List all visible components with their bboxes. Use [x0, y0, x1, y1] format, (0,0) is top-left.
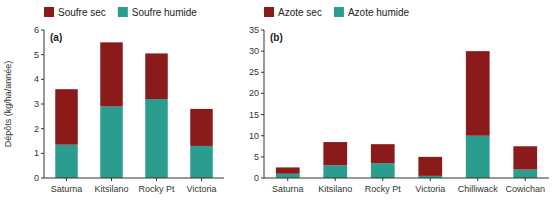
x-tick	[66, 178, 67, 181]
y-tick-label: 6	[34, 25, 39, 35]
y-tick	[41, 128, 44, 129]
x-tick-label: Chilliwack	[458, 184, 499, 194]
x-tick	[111, 178, 112, 181]
bar	[323, 165, 347, 178]
y-tick	[41, 54, 44, 55]
y-tick-label: 5	[34, 50, 39, 60]
legend-swatch	[334, 7, 344, 17]
x-tick	[156, 178, 157, 181]
x-tick	[477, 178, 478, 181]
y-tick	[261, 156, 264, 157]
y-tick	[41, 153, 44, 154]
bar	[276, 167, 300, 173]
x-axis	[44, 178, 224, 179]
x-tick-label: Saturna	[51, 184, 83, 194]
y-tick	[41, 104, 44, 105]
x-tick-label: Rocky Pt	[365, 184, 402, 194]
bar	[466, 136, 490, 178]
y-tick	[261, 72, 264, 73]
bar	[145, 99, 168, 178]
y-tick	[41, 30, 44, 31]
y-tick-label: 25	[249, 67, 259, 77]
bar	[100, 42, 123, 106]
bar	[371, 144, 395, 163]
chart-container: 0 1 2 3 4 5 6 Saturna Kitsilano Rocky Pt Victoria D…	[0, 0, 555, 209]
y-tick-label: 35	[249, 25, 259, 35]
y-tick	[261, 178, 264, 179]
bar	[466, 51, 490, 136]
x-tick	[430, 178, 431, 181]
x-axis	[264, 178, 549, 179]
bar	[323, 142, 347, 165]
legend-label: Soufre humide	[132, 7, 197, 18]
y-tick-label: 20	[249, 88, 259, 98]
bar	[190, 146, 213, 178]
y-tick	[41, 79, 44, 80]
x-tick-label: Rocky Pt	[138, 184, 175, 194]
y-tick-label: 30	[249, 46, 259, 56]
bars	[55, 42, 213, 178]
y-tick	[261, 135, 264, 136]
bar	[513, 170, 537, 178]
x-tick-label: Cowichan	[505, 184, 545, 194]
legend-swatch	[264, 7, 274, 17]
y-tick-label: 15	[249, 110, 259, 120]
legend-label: Azote humide	[348, 7, 410, 18]
panel-title: (b)	[270, 32, 283, 43]
y-axis	[264, 30, 265, 178]
bar	[55, 89, 78, 145]
x-tick-label: Saturna	[272, 184, 304, 194]
x-tick-label: Victoria	[187, 184, 217, 194]
x-tick	[201, 178, 202, 181]
y-tick-label: 4	[34, 74, 39, 84]
bar	[276, 174, 300, 178]
bar	[190, 109, 213, 146]
y-tick-label: 0	[254, 173, 259, 183]
y-tick-label: 10	[249, 131, 259, 141]
x-tick	[335, 178, 336, 181]
bar	[55, 145, 78, 178]
y-tick	[41, 178, 44, 179]
y-axis-label: Dépôts (kg/ha/année)	[3, 61, 13, 148]
y-tick-label: 5	[254, 152, 259, 162]
bar	[100, 106, 123, 178]
bars	[276, 51, 537, 178]
bar	[145, 53, 168, 99]
legend-label: Soufre sec	[58, 7, 106, 18]
y-tick-label: 1	[34, 148, 39, 158]
y-tick-label: 2	[34, 124, 39, 134]
legend-swatch	[118, 7, 128, 17]
legend-label: Azote sec	[278, 7, 322, 18]
bar	[418, 157, 442, 176]
x-tick-label: Kitsilano	[318, 184, 352, 194]
y-tick	[261, 51, 264, 52]
y-tick	[261, 93, 264, 94]
panel: 0 1 2 3 4 5 6 Saturna Kitsilano Rocky Pt Victoria D…	[3, 7, 224, 194]
y-tick-label: 0	[34, 173, 39, 183]
legend: Soufre sec Soufre humide	[44, 7, 197, 18]
page: {"chart_data": [ {"type": "bar", "title"…	[0, 0, 555, 209]
x-tick	[382, 178, 383, 181]
y-tick	[261, 30, 264, 31]
legend: Azote sec Azote humide	[264, 7, 410, 18]
bar	[513, 146, 537, 169]
panel: 0 5 10 15 20 25 30 35 Saturna Kitsilano Rocky Pt Vi…	[249, 7, 549, 194]
legend-swatch	[44, 7, 54, 17]
x-tick	[287, 178, 288, 181]
x-tick-label: Victoria	[415, 184, 445, 194]
y-tick-label: 3	[34, 99, 39, 109]
panel-title: (a)	[50, 32, 62, 43]
bar	[371, 163, 395, 178]
x-tick-label: Kitsilano	[94, 184, 128, 194]
x-tick	[525, 178, 526, 181]
chart-svg: 0 1 2 3 4 5 6 Saturna Kitsilano Rocky Pt Victoria D…	[0, 0, 555, 209]
y-tick	[261, 114, 264, 115]
